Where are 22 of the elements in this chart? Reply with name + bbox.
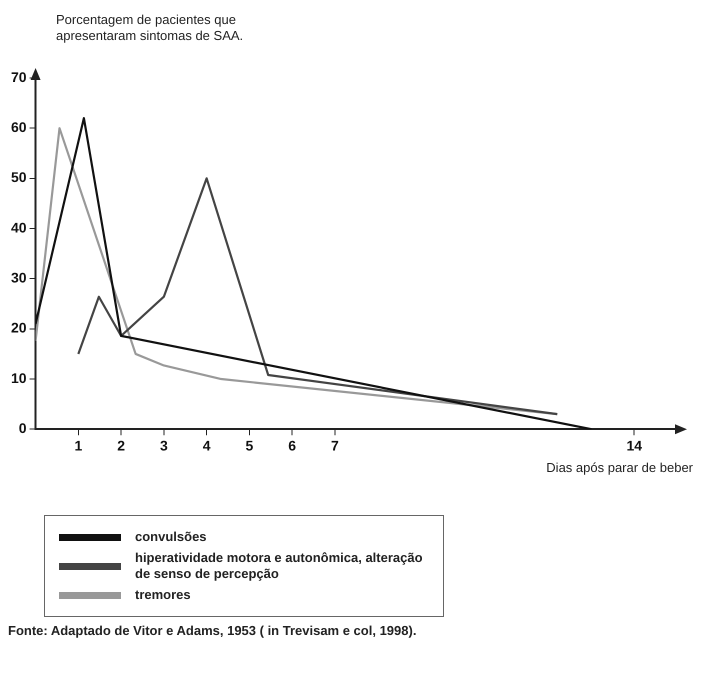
x-tick-label: 2: [117, 437, 126, 454]
y-tick-label: 0: [18, 420, 27, 436]
y-tick-label: 10: [10, 370, 27, 386]
legend-label: hiperatividade motora e autonômica, alteração de senso de percepção: [135, 550, 424, 582]
x-tick-label: 7: [331, 437, 340, 454]
x-tick-label: 4: [202, 437, 211, 454]
x-tick-label: 3: [160, 437, 168, 454]
x-tick-label: 6: [288, 437, 296, 454]
x-tick-label: 14: [626, 437, 642, 454]
x-tick-label: 5: [245, 437, 254, 454]
y-tick-label: 50: [10, 169, 27, 186]
legend-label: convulsões: [135, 529, 207, 545]
y-tick-label: 20: [10, 320, 27, 336]
y-axis-title: Porcentagem de pacientes que apresentaram sintomas de SAA.: [56, 12, 244, 44]
y-tick-label: 60: [10, 119, 27, 136]
legend-label: tremores: [135, 587, 191, 603]
y-tick-label: 70: [10, 68, 27, 85]
y-tick-label: 40: [10, 219, 27, 236]
x-tick-label: 1: [74, 437, 82, 454]
y-tick-label: 30: [10, 270, 27, 286]
x-axis-title: Dias após parar de beber: [545, 460, 693, 475]
source-note: Fonte: Adaptado de Vitor e Adams, 1953 ( in Trevisam e col, 1998).: [8, 623, 418, 638]
